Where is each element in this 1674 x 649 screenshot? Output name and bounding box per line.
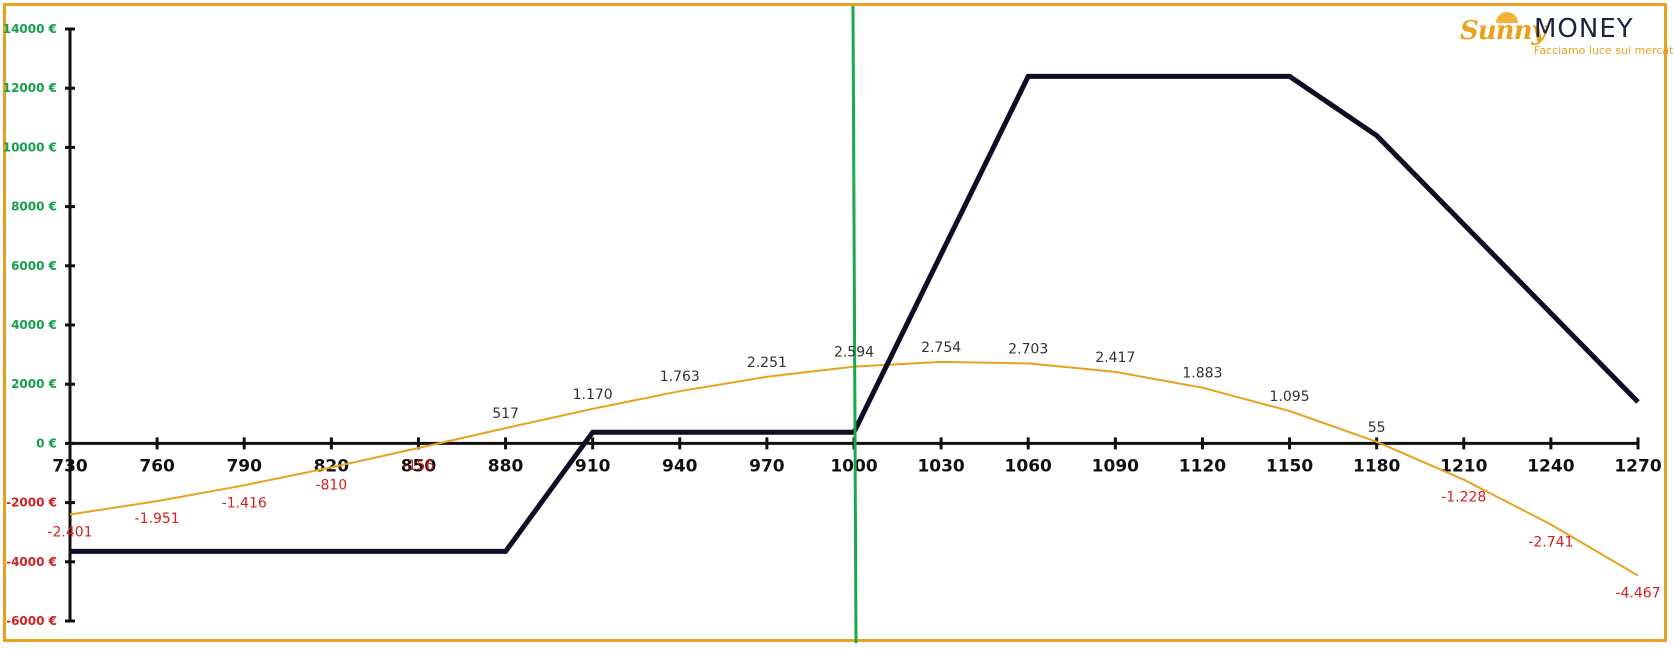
logo-tagline: Facciamo luce sui mercati bbox=[1534, 44, 1674, 57]
logo-word: MONEY bbox=[1534, 14, 1634, 44]
data-label: 2.251 bbox=[747, 355, 787, 371]
x-tick-label: 1030 bbox=[917, 456, 964, 476]
sun-icon bbox=[1496, 12, 1518, 23]
y-tick-label: 14000 € bbox=[3, 22, 57, 36]
data-label: 517 bbox=[492, 406, 519, 422]
x-tick-label: 910 bbox=[575, 456, 611, 476]
data-label: 2.703 bbox=[1008, 341, 1048, 357]
data-label: 2.417 bbox=[1095, 350, 1135, 366]
data-label: -1.416 bbox=[222, 495, 267, 511]
x-tick-label: 1210 bbox=[1440, 456, 1487, 476]
x-tick-label: 850 bbox=[401, 456, 437, 476]
data-label: -4.467 bbox=[1615, 586, 1660, 602]
x-tick-label: 1090 bbox=[1092, 456, 1139, 476]
y-tick-label: -6000 € bbox=[6, 614, 57, 628]
x-tick-label: 940 bbox=[662, 456, 698, 476]
x-tick-label: 880 bbox=[488, 456, 524, 476]
data-label: -156 bbox=[403, 458, 435, 474]
y-tick-label: 4000 € bbox=[11, 318, 57, 332]
y-tick-label: 10000 € bbox=[3, 140, 57, 154]
data-label: 1.170 bbox=[573, 387, 613, 403]
logo-script: Sunny bbox=[1460, 16, 1547, 46]
data-label: -2.741 bbox=[1528, 535, 1573, 551]
current-price-line bbox=[851, 5, 858, 644]
data-label: 1.883 bbox=[1182, 366, 1222, 382]
chart-frame bbox=[3, 3, 1667, 642]
y-tick-label: 8000 € bbox=[11, 200, 57, 214]
y-tick-label: -4000 € bbox=[6, 555, 57, 569]
x-tick-label: 1240 bbox=[1527, 456, 1574, 476]
data-label: -2.401 bbox=[47, 524, 92, 540]
x-tick-label: 1060 bbox=[1005, 456, 1052, 476]
x-tick-label: 790 bbox=[226, 456, 262, 476]
y-tick-label: 6000 € bbox=[11, 259, 57, 273]
data-label: 1.095 bbox=[1270, 389, 1310, 405]
data-label: 2.594 bbox=[834, 345, 874, 361]
y-tick-label: 12000 € bbox=[3, 81, 57, 95]
x-tick-label: 970 bbox=[749, 456, 785, 476]
data-labels-layer: -2.401 -1.951 -1.416 -810 -156 517 1.170 1.763 2… bbox=[47, 340, 1660, 602]
y-tick-label: 0 € bbox=[36, 436, 57, 450]
data-label: 55 bbox=[1368, 420, 1386, 436]
data-label: -1.951 bbox=[135, 511, 180, 527]
x-tick-label: 1180 bbox=[1353, 456, 1400, 476]
y-tick-label: -2000 € bbox=[6, 496, 57, 510]
y-tick-label: 2000 € bbox=[11, 377, 57, 391]
expiry-payoff-layer bbox=[70, 73, 1640, 554]
x-tick-label: 760 bbox=[139, 456, 175, 476]
x-tick-label: 1270 bbox=[1614, 456, 1661, 476]
data-label: 1.763 bbox=[660, 369, 700, 385]
x-tick-label: 1120 bbox=[1179, 456, 1226, 476]
sunny-money-logo: Sunny MONEY Facciamo luce sui mercati bbox=[1460, 12, 1674, 58]
expiry-payoff-line bbox=[70, 73, 1640, 554]
data-label: 2.754 bbox=[921, 340, 961, 356]
axes-layer: 14000 € 12000 € 10000 € 8000 € 6000 € 4000 € 2… bbox=[3, 22, 1662, 628]
x-tick-label: 1150 bbox=[1266, 456, 1313, 476]
data-label: -810 bbox=[315, 477, 347, 493]
data-label: -1.228 bbox=[1441, 490, 1486, 506]
marker-layer bbox=[851, 5, 858, 644]
x-tick-label: 730 bbox=[52, 456, 88, 476]
